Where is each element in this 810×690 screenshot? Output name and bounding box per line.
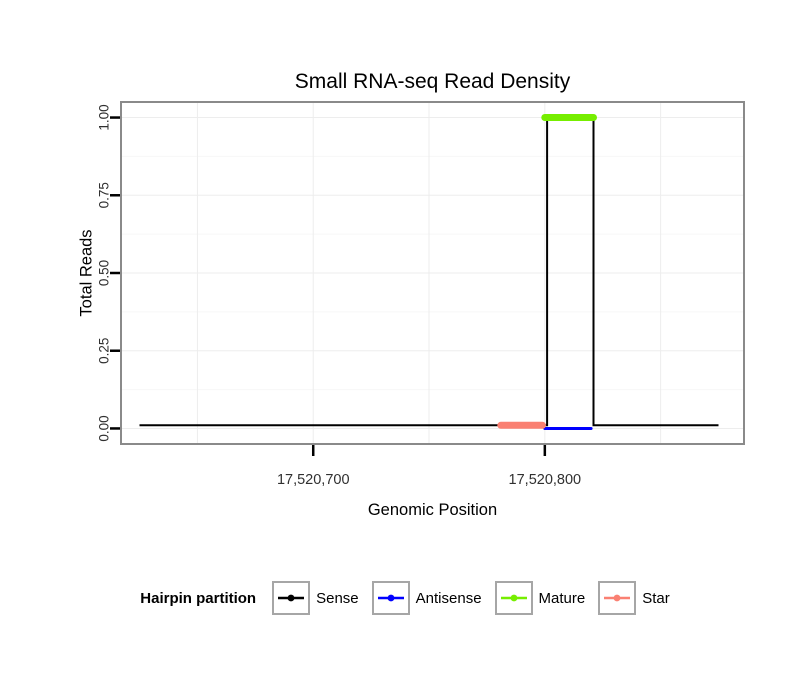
legend-item-sense: Sense (272, 581, 359, 615)
legend-item-label-mature: Mature (538, 589, 586, 607)
plot-svg: 17,520,700 17,520,800 0.00 0.25 0.50 0.75 1.00 (97, 101, 745, 488)
legend-title: Hairpin partition (140, 589, 257, 607)
legend-item-star: Star (598, 581, 670, 615)
legend-key-sense-icon (272, 581, 311, 615)
x-axis-title: Genomic Position (367, 501, 498, 519)
legend-item-antisense: Antisense (371, 581, 482, 615)
legend-item-label-antisense: Antisense (415, 589, 482, 607)
legend-items: Sense Antisense Mature Star (272, 581, 670, 615)
x-tick-label: 17,520,700 (277, 472, 350, 488)
x-tick-label: 17,520,800 (509, 472, 582, 488)
legend-key-mature-icon (494, 581, 533, 615)
legend-item-label-sense: Sense (316, 589, 359, 607)
panel-border (120, 101, 745, 445)
y-tick-label: 0.50 (97, 260, 112, 286)
legend-item-label-star: Star (642, 589, 670, 607)
legend-key-star-icon (598, 581, 637, 615)
y-tick-label: 0.25 (97, 338, 112, 364)
y-tick-label: 0.75 (97, 182, 112, 208)
chart-title: Small RNA-seq Read Density (294, 70, 571, 93)
legend-key-antisense-icon (371, 581, 410, 615)
y-tick-label: 1.00 (97, 104, 112, 130)
y-axis-title: Total Reads (77, 229, 96, 317)
legend: Hairpin partition Sense Antisense Mature St… (0, 578, 810, 618)
y-tick-label: 0.00 (97, 415, 112, 441)
legend-item-mature: Mature (494, 581, 586, 615)
